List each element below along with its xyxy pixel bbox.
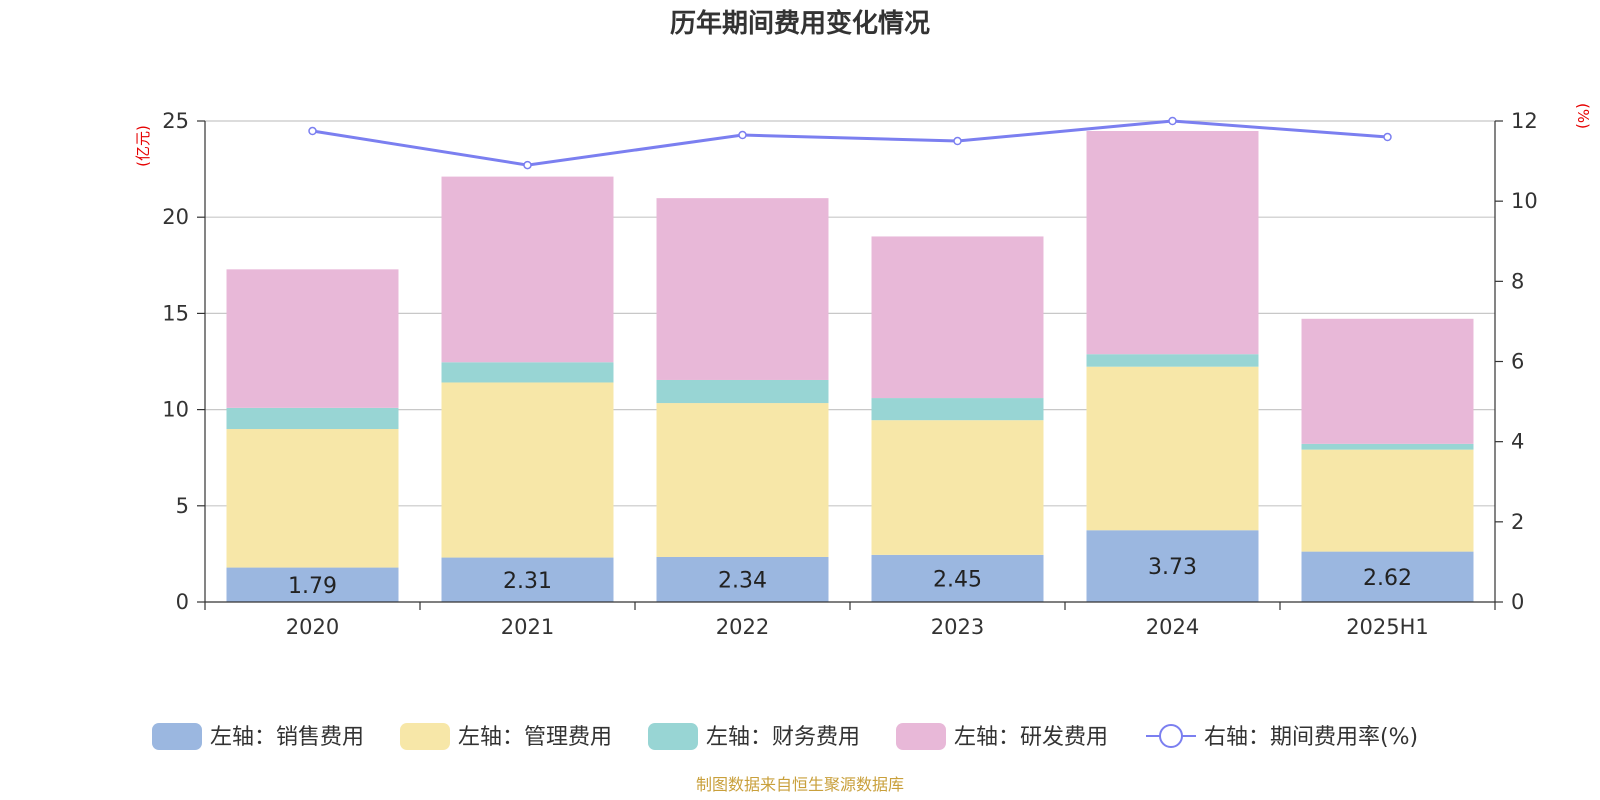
right-tick-label: 8 [1511,269,1524,293]
data-label: 2.62 [1363,566,1412,591]
rate-point [308,126,317,136]
right-axis-unit: (%) [1574,103,1592,129]
bar-segment [1301,551,1474,602]
right-tick-label: 10 [1511,189,1538,213]
bar-segment [1086,530,1259,602]
line-group [308,116,1392,170]
legend: 左轴：销售费用 左轴：管理费用 左轴：财务费用 左轴：研发费用 右轴：期间费用率(%) [152,723,1418,750]
left-tick-label: 15 [162,301,189,325]
bar-segment [1086,366,1259,531]
legend-swatch [1159,724,1183,748]
chart-title: 历年期间费用变化情况 [670,8,930,39]
x-tick-label: 2025H1 [1346,615,1429,639]
bar-segment [226,429,399,568]
legend-label: 右轴：期间费用率(%) [1204,725,1418,750]
axes-group: 0 5 10 15 20 25 0 2 4 6 8 10 12 (亿元) (%) 2020 2021 2022 20… [134,103,1592,639]
bar-segment [656,198,829,380]
left-tick-label: 25 [162,109,189,133]
bar-segment [441,176,614,363]
legend-swatch [896,723,946,750]
left-tick-label: 10 [162,398,189,422]
left-tick-label: 20 [162,205,189,229]
bar-segment [871,554,1044,602]
right-tick-label: 12 [1511,109,1538,133]
legend-label: 左轴：财务费用 [706,725,860,750]
bar-segment [871,420,1044,555]
bar-segment [441,557,614,602]
data-label: 2.45 [933,567,982,592]
grid-lines [205,120,1495,507]
x-tick-label: 2022 [716,615,769,639]
bar-segment [1086,354,1259,367]
x-tick-label: 2020 [286,615,339,639]
bar-segment [1086,131,1259,355]
legend-swatch [648,723,698,750]
bar-segment [656,556,829,602]
left-tick-label: 0 [176,590,189,614]
rate-point [1168,116,1177,126]
bar-segment [226,269,399,408]
bar-segment [1301,449,1474,552]
bar-segment [871,398,1044,421]
legend-swatch [152,723,202,750]
bar-segment [226,567,399,602]
rate-point [1383,132,1392,142]
rate-point [953,136,962,146]
right-tick-label: 4 [1511,430,1524,454]
rate-line [312,119,1388,167]
bar-segment [1301,318,1474,444]
left-tick-label: 5 [176,494,189,518]
right-tick-label: 2 [1511,510,1524,534]
source-note: 制图数据来自恒生聚源数据库 [696,775,904,794]
legend-label: 左轴：管理费用 [458,725,612,750]
x-tick-label: 2024 [1146,615,1199,639]
data-label: 2.34 [718,568,767,593]
bar-segment [441,362,614,383]
right-tick-label: 0 [1511,590,1524,614]
rate-point [523,160,532,170]
data-label: 1.79 [288,574,337,599]
legend-swatch [400,723,450,750]
left-axis-unit: (亿元) [134,125,152,167]
x-tick-label: 2021 [501,615,554,639]
bar-segment [656,403,829,557]
bars-group [226,131,1474,602]
rate-point [738,130,747,140]
bar-segment [871,236,1044,399]
legend-label: 左轴：销售费用 [210,725,364,750]
legend-label: 左轴：研发费用 [954,725,1108,750]
bar-segment [1301,443,1474,450]
bar-segment [656,379,829,404]
bar-segment [441,382,614,558]
data-label: 2.31 [503,569,552,594]
x-tick-label: 2023 [931,615,984,639]
bar-segment [226,407,399,430]
right-tick-label: 6 [1511,350,1524,374]
data-label: 3.73 [1148,555,1197,580]
data-labels-group: 1.79 2.31 2.34 2.45 3.73 2.62 [288,555,1412,599]
